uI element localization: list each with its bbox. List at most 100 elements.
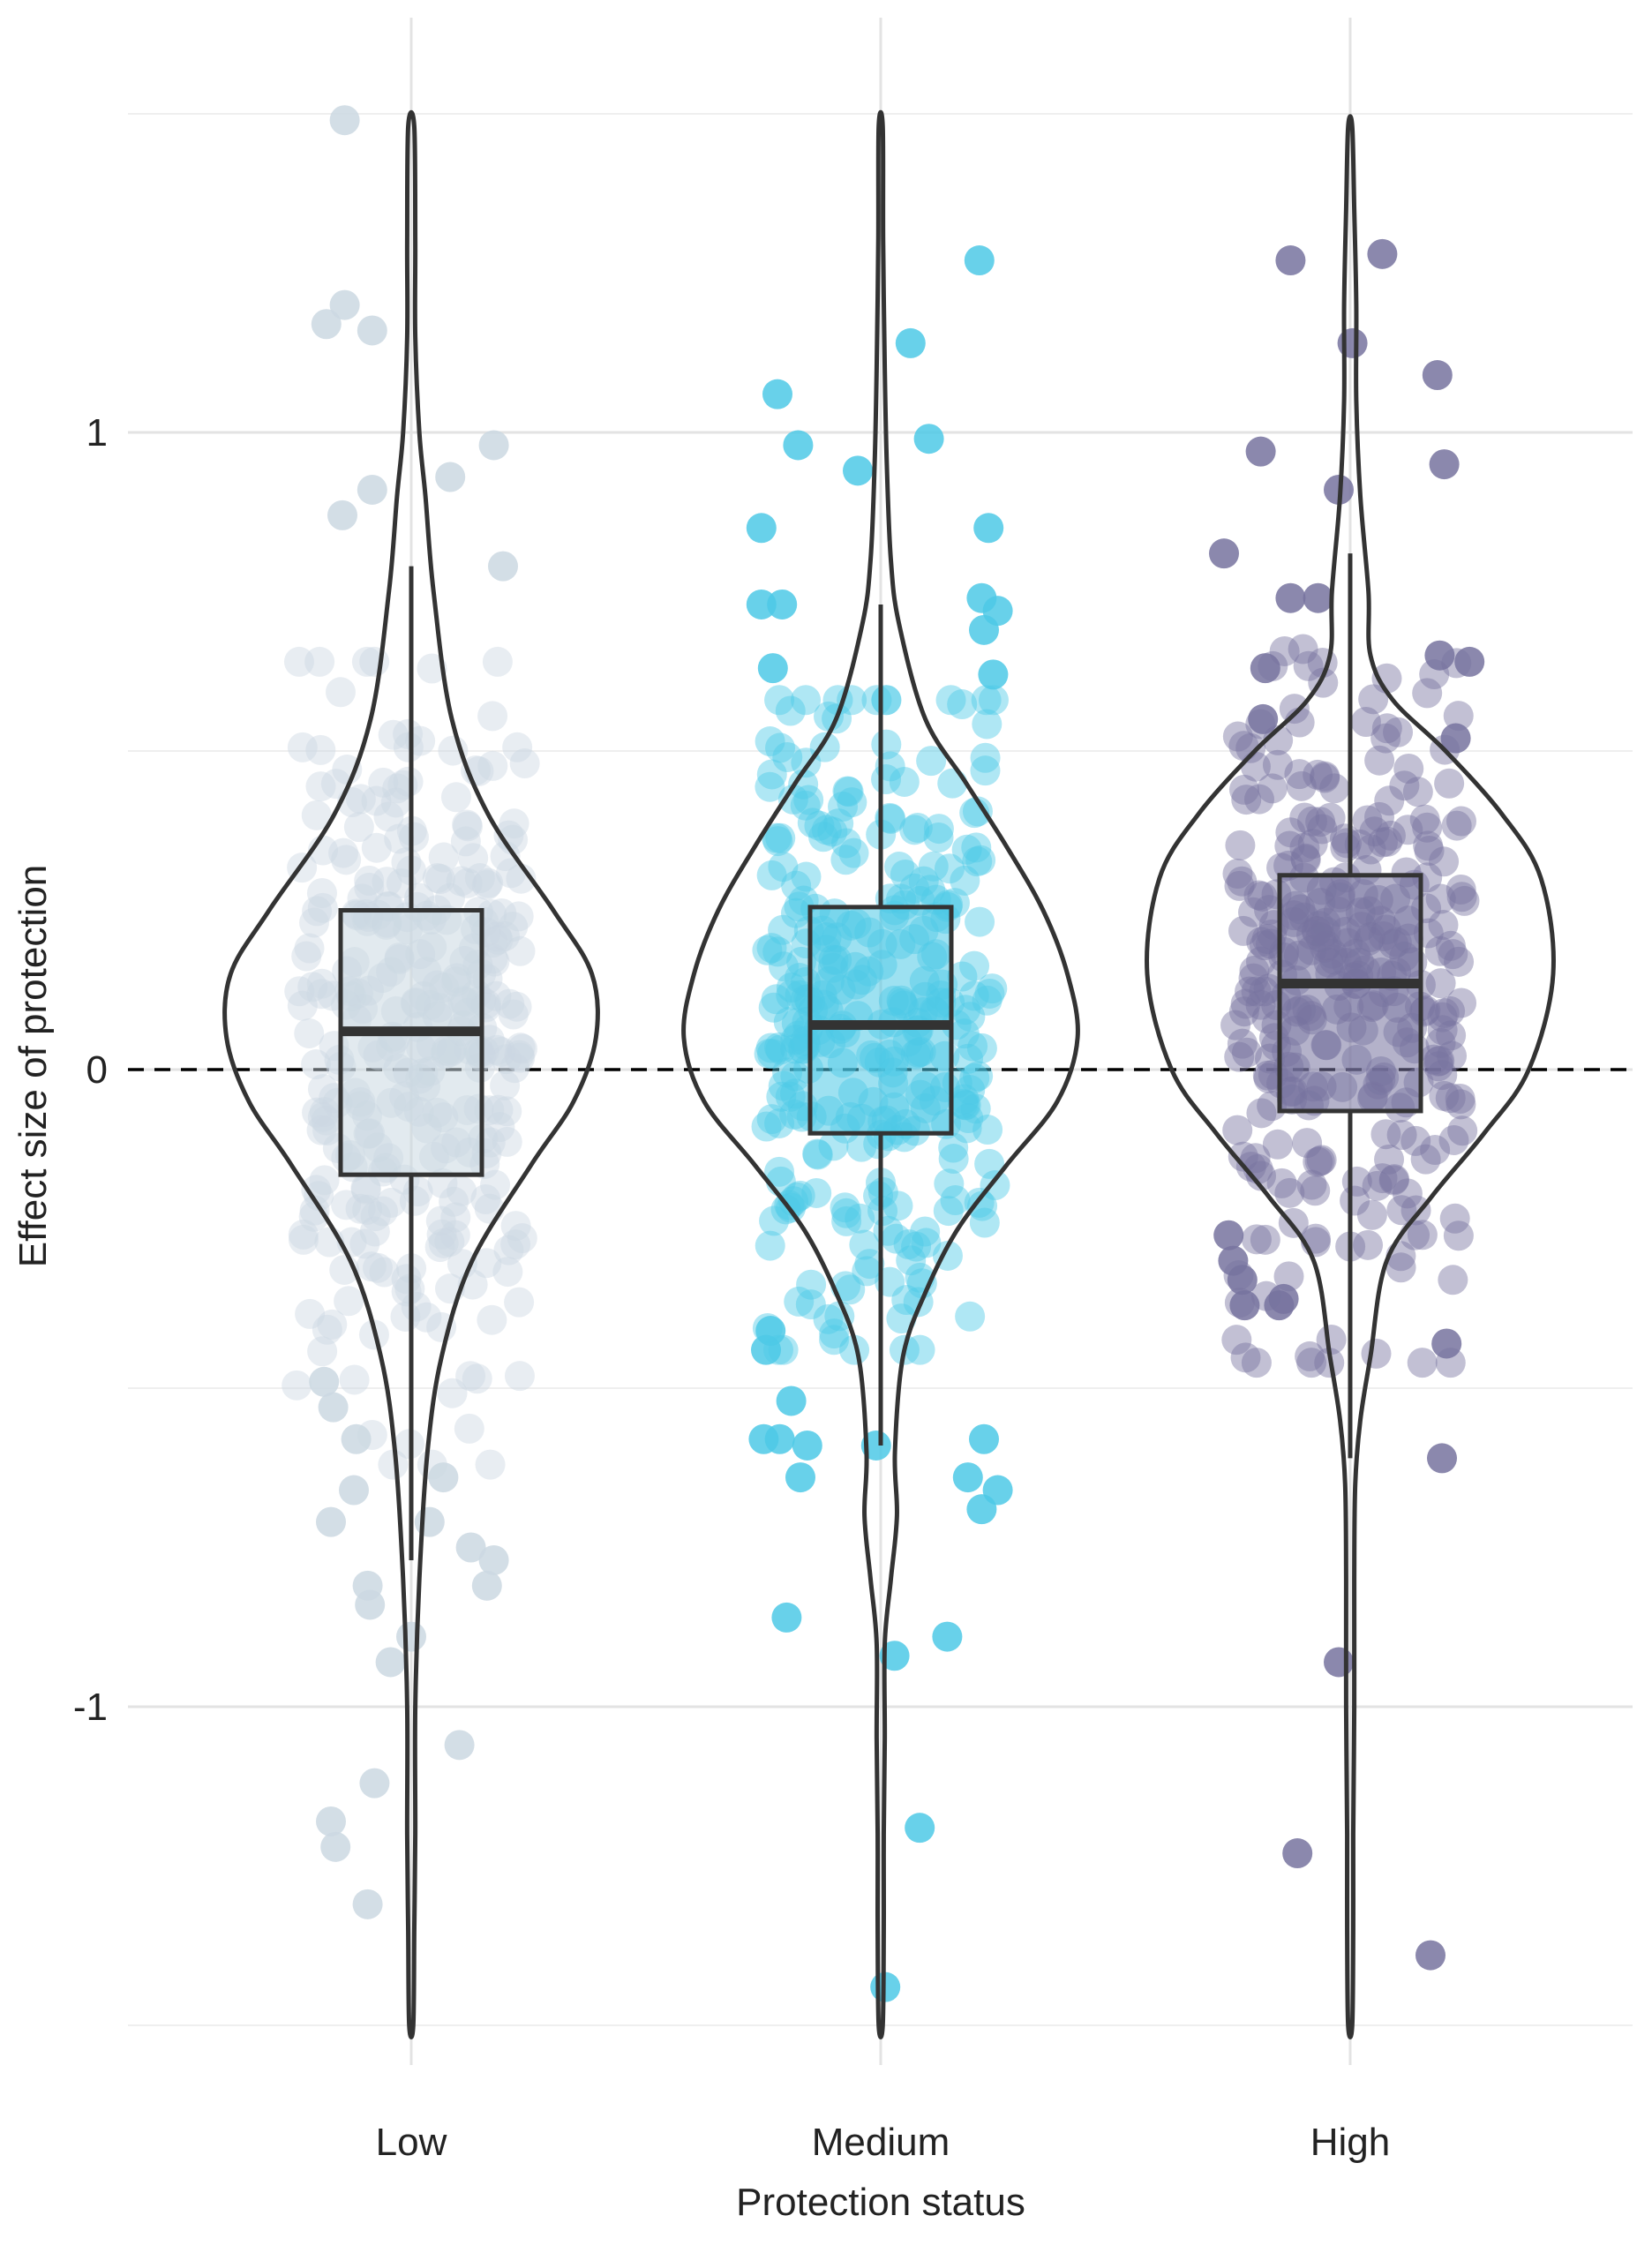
jitter-point [491,1044,522,1075]
jitter-point [1246,927,1277,958]
jitter-point [393,766,424,797]
jitter-point [896,1245,927,1276]
jitter-point [307,1336,338,1367]
jitter-point [781,1008,812,1039]
outlier-point [375,1647,406,1678]
jitter-point [368,1196,399,1227]
jitter-point [489,920,520,951]
jitter-point [1290,843,1321,874]
jitter-point [1262,1129,1293,1160]
jitter-point [450,826,481,857]
jitter-point [752,935,783,965]
jitter-point [1379,1164,1410,1195]
jitter-point [447,1249,477,1280]
outlier-point [478,1544,509,1575]
jitter-point [446,866,477,897]
jitter-point [434,882,465,913]
jitter-point [970,755,1001,786]
jitter-point [933,1196,964,1227]
jitter-point [1427,1015,1458,1046]
jitter-point [471,869,502,900]
jitter-point [471,1248,502,1279]
outlier-point [444,1730,475,1761]
jitter-point [426,1219,457,1250]
outlier-point [329,289,360,320]
jitter-point [1414,835,1445,866]
jitter-point [1446,874,1476,905]
jitter-point [780,1061,811,1092]
outlier-point [488,551,518,582]
jitter-point [360,1201,391,1232]
jitter-point [785,1180,815,1211]
jitter-point [1353,1229,1384,1260]
jitter-point [359,646,390,677]
outlier-point [1429,449,1460,480]
jitter-point [349,1228,380,1259]
jitter-point [776,980,807,1010]
jitter-point [305,734,336,765]
jitter-point [501,991,532,1022]
jitter-point [1221,1325,1252,1356]
jitter-point [1407,1348,1438,1378]
jitter-point [475,1449,506,1480]
jitter-point [899,815,930,845]
jitter-point [1238,897,1269,927]
jitter-point [1222,858,1253,889]
jitter-point [1427,1060,1458,1091]
jitter-point [755,771,785,802]
jitter-point [1228,915,1258,946]
jitter-point [505,1033,536,1063]
jitter-point [1310,762,1340,793]
jitter-point [1252,1060,1283,1091]
jitter-point [823,808,854,839]
jitter-point [938,1144,969,1175]
jitter-point [1330,832,1361,863]
jitter-point [947,961,978,992]
jitter-point [768,914,799,945]
x-tick-label: Medium [812,2121,950,2164]
jitter-point [1220,1010,1251,1040]
jitter-point [830,845,861,875]
jitter-point [378,719,409,750]
outlier-point [316,1806,346,1836]
jitter-point [804,810,835,841]
jitter-point [831,1205,862,1236]
y-axis-title: Effect size of protection [11,865,55,1268]
jitter-point [382,773,413,804]
jitter-point [1446,1089,1476,1120]
jitter-point [1257,773,1288,804]
jitter-point [863,1181,894,1212]
jitter-point [440,782,471,813]
jitter-point [1303,1146,1333,1177]
jitter-point [765,822,796,853]
jitter-point [965,906,995,937]
jitter-point [938,1132,969,1163]
jitter-point [1412,678,1443,709]
jitter-point [1412,812,1443,843]
jitter-point [1222,721,1253,752]
jitter-point [1275,817,1306,848]
jitter-point [304,1181,334,1212]
jitter-point [294,933,325,964]
jitter-point [494,988,525,1019]
jitter-point [1241,1224,1272,1255]
jitter-point [424,864,455,895]
jitter-point [1435,995,1466,1026]
jitter-point [1443,701,1474,732]
jitter-point [905,1334,935,1365]
outlier-point [1415,1940,1446,1971]
jitter-point [1279,694,1310,725]
jitter-point [1262,749,1293,780]
jitter-point [343,812,374,843]
jitter-point [980,1170,1010,1201]
jitter-point [751,1111,782,1142]
outlier-point [792,1430,822,1461]
jitter-point [1286,770,1317,801]
jitter-point [1363,801,1394,832]
jitter-point [802,1138,833,1169]
jitter-point [1438,1265,1468,1295]
jitter-point [969,1207,1000,1238]
jitter-point [1374,1144,1405,1175]
outlier-point [357,315,387,346]
outlier-point [771,1602,802,1633]
